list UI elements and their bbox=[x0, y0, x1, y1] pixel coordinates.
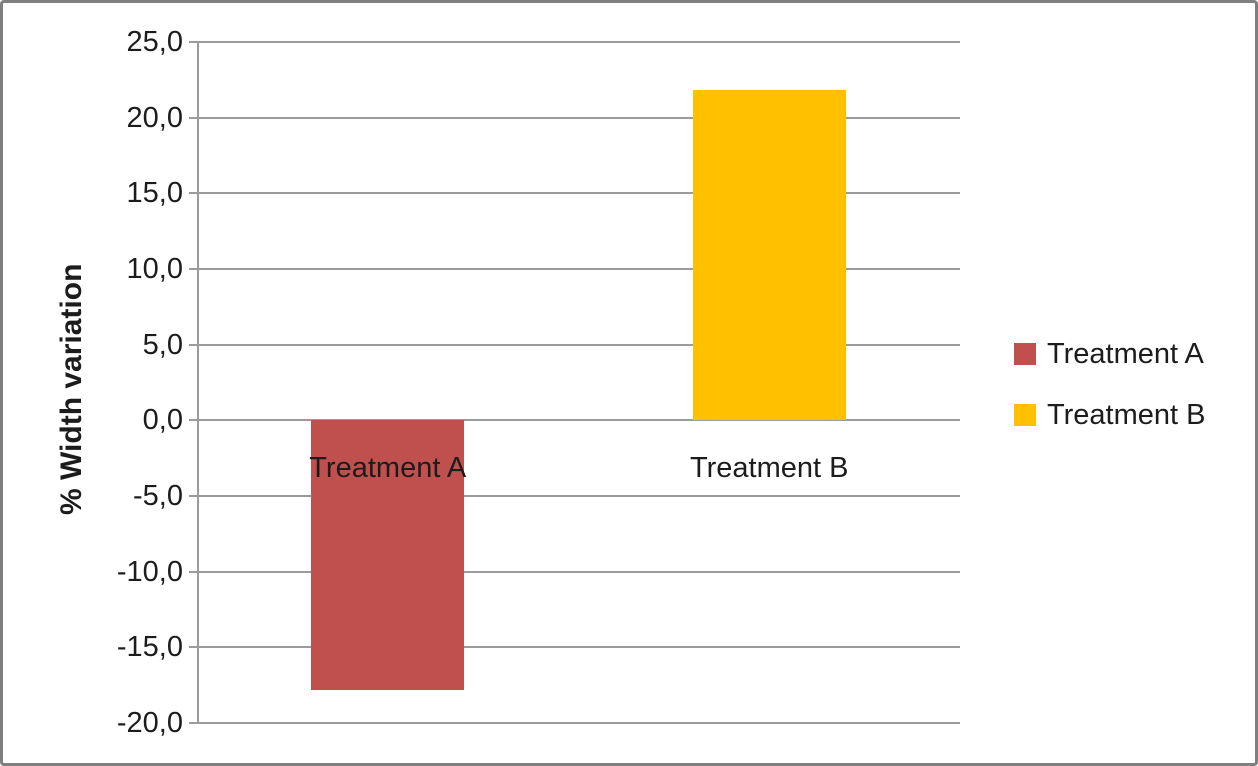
legend: Treatment A Treatment B bbox=[1014, 337, 1205, 432]
y-tick-mark bbox=[189, 495, 197, 497]
y-tick-mark bbox=[189, 268, 197, 270]
y-axis-line bbox=[197, 41, 199, 724]
y-tick-mark bbox=[189, 343, 197, 346]
y-tick-mark bbox=[189, 570, 197, 573]
x-category-label-treatment-b: Treatment B bbox=[690, 452, 849, 485]
legend-item-treatment-b: Treatment B bbox=[1014, 398, 1205, 432]
y-tick-label: 20,0 bbox=[126, 101, 183, 134]
y-tick-mark bbox=[189, 116, 197, 119]
gridline bbox=[197, 268, 960, 270]
gridline bbox=[197, 570, 960, 573]
y-tick-label: -20,0 bbox=[116, 707, 183, 739]
y-tick-mark bbox=[189, 419, 197, 422]
gridline bbox=[197, 192, 960, 195]
y-tick-label: -15,0 bbox=[116, 631, 183, 664]
gridline bbox=[197, 722, 960, 724]
x-category-label-treatment-a: Treatment A bbox=[309, 452, 467, 485]
y-axis-title: % Width variation bbox=[55, 263, 88, 515]
y-tick-label: 15,0 bbox=[126, 177, 183, 210]
gridline bbox=[197, 116, 960, 119]
gridline bbox=[197, 343, 960, 346]
legend-swatch-icon bbox=[1014, 343, 1036, 365]
y-tick-mark bbox=[189, 646, 197, 649]
legend-item-treatment-a: Treatment A bbox=[1014, 337, 1205, 371]
legend-label: Treatment B bbox=[1047, 399, 1206, 431]
legend-swatch-icon bbox=[1014, 404, 1036, 426]
bar-treatment-b bbox=[692, 90, 846, 421]
gridline bbox=[197, 495, 960, 497]
y-tick-mark bbox=[189, 722, 197, 724]
y-tick-label: -10,0 bbox=[116, 555, 183, 588]
y-tick-mark bbox=[189, 192, 197, 195]
gridline bbox=[197, 646, 960, 649]
gridline bbox=[197, 419, 960, 422]
gridline bbox=[197, 41, 960, 43]
bar-treatment-a bbox=[311, 420, 465, 690]
y-tick-mark bbox=[189, 41, 197, 43]
y-tick-label: 25,0 bbox=[126, 26, 183, 58]
legend-label: Treatment A bbox=[1047, 338, 1204, 370]
